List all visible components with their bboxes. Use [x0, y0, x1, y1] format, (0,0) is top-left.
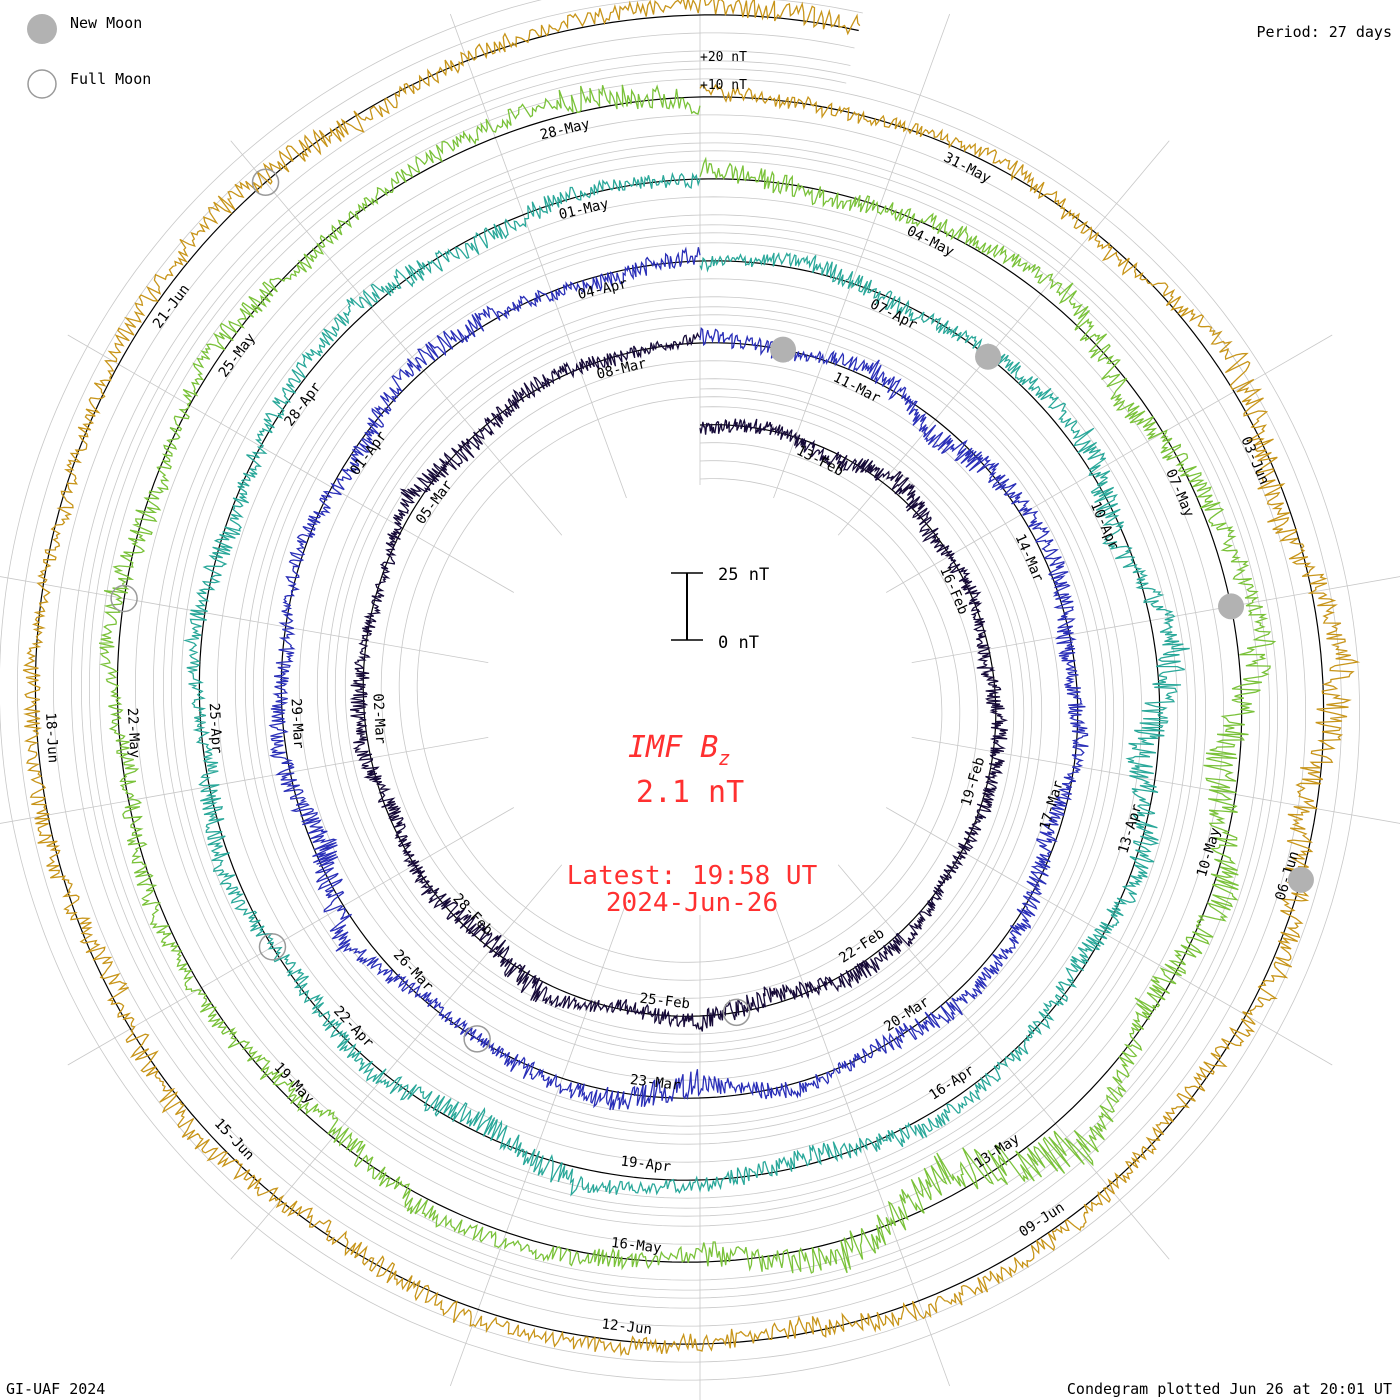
full-moon-marker [251, 168, 280, 196]
grid-spoke [0, 576, 489, 664]
date-label: 04-May [904, 223, 956, 260]
grid-spoke [449, 13, 627, 499]
ring-scale-label-20: +20 nT [700, 50, 747, 65]
full-moon-marker [463, 1025, 491, 1053]
grid-spiral-m20nt [70, 50, 1288, 1309]
bz-trace-2024-May-02 [98, 84, 1277, 1274]
date-label: 07-May [1162, 467, 1197, 520]
grid-spiral-m30nt [88, 68, 1270, 1291]
latest-time: Latest: 19:58 UT [567, 861, 818, 891]
date-label: 22-May [124, 707, 143, 758]
grid-spoke [230, 140, 563, 536]
date-label: 26-Mar [390, 947, 436, 995]
bz-trace-2024-Feb-11 [349, 331, 1009, 1032]
new-moon-legend-label: New Moon [70, 14, 143, 32]
date-label: 31-May [941, 150, 993, 187]
current-value: 2.1 nT [636, 775, 744, 810]
full-moon-legend-label: Full Moon [70, 70, 152, 88]
zero-baseline-spiral [34, 14, 1325, 1345]
credit-label: GI-UAF 2024 [6, 1380, 106, 1398]
grid-spoke [230, 864, 563, 1260]
full-moon-marker [722, 998, 751, 1027]
new-moon-marker [1287, 866, 1314, 893]
grid-spoke [0, 736, 489, 824]
scale-bar-bottom-label: 0 nT [718, 633, 759, 653]
grid-spiral-m10nt [52, 32, 1307, 1327]
date-label: 14-Mar [1012, 532, 1047, 585]
grid-spoke [449, 901, 627, 1387]
bz-trace-2024-Mar-09 [268, 246, 1089, 1111]
date-label: 25-Apr [206, 702, 225, 753]
date-label: 25-Feb [639, 991, 691, 1013]
period-label: Period: 27 days [1256, 23, 1392, 41]
full-moon-marker [110, 584, 138, 613]
zero-baselines [34, 14, 1325, 1345]
grid-spiral-p10nt [16, 0, 1343, 1363]
grid-spiral-p20nt [0, 0, 1361, 1381]
grid-spoke [885, 334, 1333, 593]
grid-spoke [837, 864, 1170, 1260]
date-label: 10-May [1194, 826, 1224, 879]
parameter-name: IMF B [628, 730, 718, 765]
bz-trace-2024-Apr-05 [183, 171, 1190, 1197]
new-moon-marker [1218, 593, 1245, 620]
bz-trace-2024-May-29 [22, 0, 1361, 1357]
center-readout: IMF Bz 2.1 nT Latest: 19:58 UT 2024-Jun-… [567, 730, 818, 918]
grid-spoke [837, 140, 1170, 536]
date-label: 10-Apr [1087, 499, 1122, 552]
date-label: 12-Jun [601, 1316, 653, 1338]
date-label: 23-Mar [629, 1072, 681, 1094]
date-label: 02-Mar [369, 693, 388, 744]
plotted-timestamp: Condegram plotted Jun 26 at 20:01 UT [1066, 1380, 1392, 1398]
bz-series [22, 0, 1361, 1357]
grid-spoke [911, 576, 1400, 664]
grid-spoke [773, 901, 951, 1387]
latest-date: 2024-Jun-26 [606, 888, 778, 918]
date-label: 21-Jun [150, 282, 193, 332]
date-label: 29-Mar [287, 698, 306, 749]
date-label: 13-Feb [794, 443, 846, 480]
parameter-title: IMF Bz [628, 730, 730, 770]
parameter-subscript: z [718, 746, 730, 770]
grid-spoke [885, 807, 1333, 1066]
new-moon-marker [770, 336, 797, 363]
grid-spoke [911, 736, 1400, 824]
moon-phase-markers [110, 168, 1314, 1053]
grid-spoke [67, 807, 515, 1066]
date-label: 19-Apr [620, 1154, 672, 1176]
full-moon-marker [258, 933, 287, 961]
full-moon-legend-icon [27, 69, 57, 99]
date-label: 16-Feb [936, 564, 971, 617]
grid-spoke [773, 13, 951, 499]
date-label: 18-Jun [42, 712, 61, 763]
grid-spoke [67, 334, 515, 593]
scale-bar: 25 nT 0 nT [671, 565, 769, 653]
new-moon-legend-icon [27, 14, 57, 44]
date-label: 16-May [610, 1235, 662, 1257]
scale-bar-top-label: 25 nT [718, 565, 769, 585]
new-moon-marker [975, 343, 1002, 370]
ring-scale-label-10: +10 nT [700, 78, 747, 93]
